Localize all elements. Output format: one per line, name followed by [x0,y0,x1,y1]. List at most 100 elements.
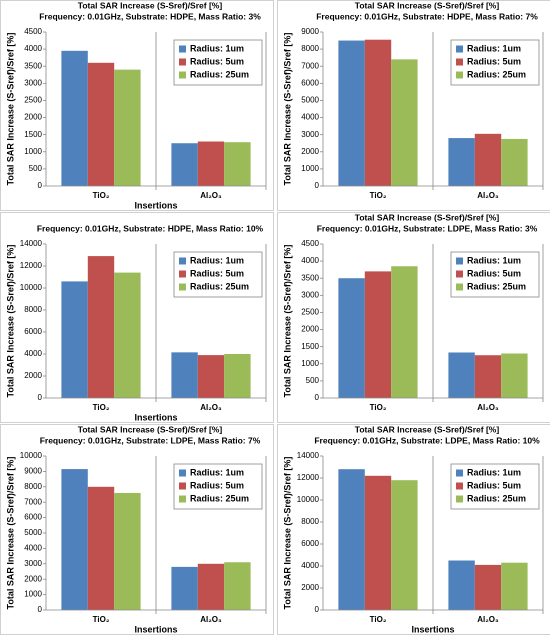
bar [61,50,88,187]
chart-title: Total SAR Increase (S-Sref)/Sref [%] [78,424,223,434]
chart-subtitle: Frequency: 0.01GHz, Substrate: LDPE, Mas… [317,223,538,233]
y-tick-label: 2000 [24,574,42,583]
x-axis-label: Insertions [134,412,177,422]
bar [501,353,528,398]
y-tick-label: 4000 [24,349,42,358]
y-tick-label: 10000 [20,283,43,292]
legend-label: Radius: 25um [467,493,526,503]
y-tick-label: 10000 [20,451,43,460]
y-tick-label: 4000 [301,256,319,265]
y-tick-label: 9000 [301,27,319,36]
y-tick-label: 2000 [301,583,319,592]
legend-label: Radius: 25um [190,69,249,79]
y-tick-label: 7000 [24,497,42,506]
x-axis-label: Insertions [134,200,177,210]
chart-subtitle: Frequency: 0.01GHz, Substrate: HDPE, Mas… [316,11,538,21]
bar [224,354,251,398]
bar [501,562,528,610]
x-tick-label: TiO₂ [93,615,110,624]
x-tick-label: Al₂O₃ [200,403,222,412]
y-tick-label: 4000 [24,44,42,53]
y-tick-label: 14000 [20,239,43,248]
legend-swatch [456,495,463,503]
y-tick-label: 7000 [301,61,319,70]
y-tick-label: 0 [38,605,43,614]
y-tick-label: 5000 [301,96,319,105]
x-axis-label: Insertions [411,624,454,634]
x-tick-label: Al₂O₃ [477,403,499,412]
y-axis-label: Total SAR Increase (S-Sref)/Sref [%] [5,457,15,610]
y-tick-label: 4000 [301,561,319,570]
legend-label: Radius: 1um [190,43,244,53]
y-tick-label: 6000 [24,513,42,522]
chart-subtitle: Frequency: 0.01GHz, Substrate: LDPE, Mas… [314,435,540,445]
legend-swatch [456,257,463,265]
legend-box [173,39,263,86]
y-tick-label: 4000 [24,544,42,553]
legend: Radius: 1um Radius: 5um Radius: 25um [450,251,540,298]
y-axis-label: Total SAR Increase (S-Sref)/Sref [%] [282,457,292,610]
legend-box [450,251,540,298]
y-tick-label: 500 [29,164,43,173]
x-tick-label: Al₂O₃ [200,615,222,624]
legend: Radius: 1um Radius: 5um Radius: 25um [173,39,263,86]
y-tick-label: 2000 [301,325,319,334]
legend-swatch [179,270,186,278]
chart: Total SAR Increase (S-Sref)/Sref [%]Freq… [277,0,550,211]
legend-label: Radius: 5um [190,268,244,278]
chart: Total SAR Increase (S-Sref)/Sref [%] Freq… [277,424,550,635]
bar [171,566,198,610]
bar [338,40,365,186]
legend-label: Radius: 5um [467,480,521,490]
chart: Frequency: 0.01GHz, Substrate: HDPE, Mas… [0,212,274,423]
legend-label: Radius: 5um [467,268,521,278]
y-tick-label: 0 [38,393,43,402]
y-tick-label: 10000 [297,495,320,504]
bar [61,469,88,610]
y-tick-label: 12000 [20,261,43,270]
bar [197,141,225,186]
legend-label: Radius: 1um [190,467,244,477]
y-tick-label: 3000 [301,130,319,139]
y-tick-label: 2000 [24,113,42,122]
chart-subtitle: Frequency: 0.01GHz, Substrate: HDPE, Mas… [39,11,261,21]
x-tick-label: TiO₂ [370,403,387,412]
legend-box [173,251,263,298]
x-tick-label: TiO₂ [93,403,110,412]
y-tick-label: 8000 [301,44,319,53]
bar [364,271,392,398]
chart-title: Total SAR Increase (S-Sref)/Sref [%] [78,0,223,10]
y-tick-label: 8000 [24,305,42,314]
chart: Total SAR Increase (S-Sref)/Sref [%]Freq… [0,0,274,211]
y-tick-label: 2000 [301,147,319,156]
y-tick-label: 6000 [301,539,319,548]
bar [87,62,115,186]
y-tick-label: 12000 [297,473,320,482]
bar [448,560,475,610]
y-tick-label: 5000 [24,528,42,537]
bar [474,564,502,610]
bar [197,355,225,398]
y-tick-label: 3000 [24,78,42,87]
legend-label: Radius: 5um [190,480,244,490]
bar [224,142,251,186]
x-tick-label: TiO₂ [370,615,387,624]
x-axis-label: Insertions [134,624,177,634]
bar [114,272,141,398]
y-tick-label: 500 [306,376,320,385]
bar [448,352,475,398]
legend-label: Radius: 1um [190,255,244,265]
y-tick-label: 4000 [301,113,319,122]
y-tick-label: 1500 [301,342,319,351]
x-tick-label: Al₂O₃ [477,191,499,200]
bar [61,281,88,398]
legend-label: Radius: 5um [190,56,244,66]
y-tick-label: 1000 [301,359,319,368]
chart: Total SAR Increase (S-Sref)/Sref [%]Freq… [277,212,550,423]
y-tick-label: 8000 [24,482,42,491]
bar [197,563,225,610]
x-tick-label: Al₂O₃ [200,191,222,200]
y-tick-label: 1500 [24,130,42,139]
legend-swatch [179,71,186,79]
